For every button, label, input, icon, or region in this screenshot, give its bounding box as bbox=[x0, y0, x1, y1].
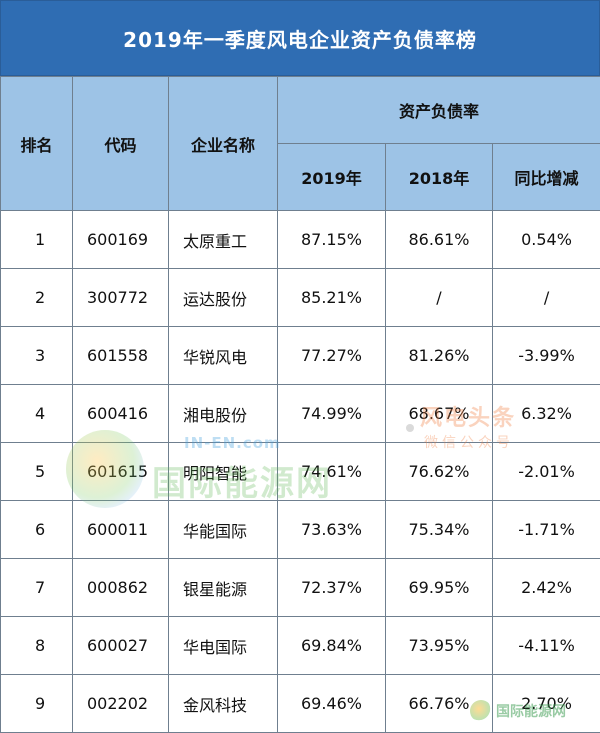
ratio-2018-cell: 76.62% bbox=[386, 443, 493, 501]
header-code: 代码 bbox=[73, 77, 169, 211]
yoy-change-cell: -1.71% bbox=[493, 501, 600, 559]
ratio-2019-cell: 77.27% bbox=[278, 327, 386, 385]
header-rank: 排名 bbox=[1, 77, 73, 211]
ratio-2018-cell: 75.34% bbox=[386, 501, 493, 559]
company-name-cell: 银星能源 bbox=[169, 559, 278, 617]
ratio-2018-cell: 86.61% bbox=[386, 211, 493, 269]
company-name-cell: 华锐风电 bbox=[169, 327, 278, 385]
rank-cell: 5 bbox=[1, 443, 73, 501]
code-cell: 600027 bbox=[73, 617, 169, 675]
table-row: 4 600416 湘电股份 74.99% 68.67% 6.32% bbox=[1, 385, 600, 443]
yoy-change-cell: 0.54% bbox=[493, 211, 600, 269]
ratio-2019-cell: 69.46% bbox=[278, 675, 386, 733]
table-row: 8 600027 华电国际 69.84% 73.95% -4.11% bbox=[1, 617, 600, 675]
code-cell: 300772 bbox=[73, 269, 169, 327]
header-2019: 2019年 bbox=[278, 144, 386, 211]
ratio-2018-cell: / bbox=[386, 269, 493, 327]
yoy-change-cell: 6.32% bbox=[493, 385, 600, 443]
yoy-change-cell: / bbox=[493, 269, 600, 327]
ratio-2019-cell: 74.61% bbox=[278, 443, 386, 501]
rank-cell: 6 bbox=[1, 501, 73, 559]
table-row: 2 300772 运达股份 85.21% / / bbox=[1, 269, 600, 327]
ratio-2019-cell: 87.15% bbox=[278, 211, 386, 269]
ratio-2019-cell: 74.99% bbox=[278, 385, 386, 443]
ratio-2019-cell: 72.37% bbox=[278, 559, 386, 617]
yoy-change-cell: 2.42% bbox=[493, 559, 600, 617]
company-name-cell: 明阳智能 bbox=[169, 443, 278, 501]
code-cell: 600416 bbox=[73, 385, 169, 443]
yoy-change-cell: 2.70% bbox=[493, 675, 600, 733]
code-cell: 601558 bbox=[73, 327, 169, 385]
rank-cell: 3 bbox=[1, 327, 73, 385]
rank-cell: 7 bbox=[1, 559, 73, 617]
company-name-cell: 太原重工 bbox=[169, 211, 278, 269]
table-row: 9 002202 金风科技 69.46% 66.76% 2.70% bbox=[1, 675, 600, 733]
company-name-cell: 华电国际 bbox=[169, 617, 278, 675]
table-title: 2019年一季度风电企业资产负债率榜 bbox=[0, 0, 600, 76]
company-name-cell: 湘电股份 bbox=[169, 385, 278, 443]
ratio-2019-cell: 73.63% bbox=[278, 501, 386, 559]
ratio-2018-cell: 69.95% bbox=[386, 559, 493, 617]
table-row: 7 000862 银星能源 72.37% 69.95% 2.42% bbox=[1, 559, 600, 617]
yoy-change-cell: -2.01% bbox=[493, 443, 600, 501]
code-cell: 601615 bbox=[73, 443, 169, 501]
company-name-cell: 运达股份 bbox=[169, 269, 278, 327]
company-name-cell: 华能国际 bbox=[169, 501, 278, 559]
rank-cell: 9 bbox=[1, 675, 73, 733]
yoy-change-cell: -3.99% bbox=[493, 327, 600, 385]
ratio-2019-cell: 85.21% bbox=[278, 269, 386, 327]
header-2018: 2018年 bbox=[386, 144, 493, 211]
code-cell: 000862 bbox=[73, 559, 169, 617]
code-cell: 002202 bbox=[73, 675, 169, 733]
table-row: 6 600011 华能国际 73.63% 75.34% -1.71% bbox=[1, 501, 600, 559]
header-yoy: 同比增减 bbox=[493, 144, 600, 211]
rank-cell: 2 bbox=[1, 269, 73, 327]
ratio-2018-cell: 73.95% bbox=[386, 617, 493, 675]
yoy-change-cell: -4.11% bbox=[493, 617, 600, 675]
table-row: 5 601615 明阳智能 74.61% 76.62% -2.01% bbox=[1, 443, 600, 501]
rank-cell: 8 bbox=[1, 617, 73, 675]
rank-cell: 1 bbox=[1, 211, 73, 269]
rank-cell: 4 bbox=[1, 385, 73, 443]
company-name-cell: 金风科技 bbox=[169, 675, 278, 733]
code-cell: 600169 bbox=[73, 211, 169, 269]
ratio-2018-cell: 68.67% bbox=[386, 385, 493, 443]
ratio-2018-cell: 81.26% bbox=[386, 327, 493, 385]
code-cell: 600011 bbox=[73, 501, 169, 559]
table-row: 3 601558 华锐风电 77.27% 81.26% -3.99% bbox=[1, 327, 600, 385]
ratio-2018-cell: 66.76% bbox=[386, 675, 493, 733]
ranking-table: 排名 代码 企业名称 资产负债率 2019年 2018年 同比增减 1 6001… bbox=[0, 76, 600, 733]
header-name: 企业名称 bbox=[169, 77, 278, 211]
ratio-2019-cell: 69.84% bbox=[278, 617, 386, 675]
table-row: 1 600169 太原重工 87.15% 86.61% 0.54% bbox=[1, 211, 600, 269]
header-debt-ratio-group: 资产负债率 bbox=[278, 77, 600, 144]
